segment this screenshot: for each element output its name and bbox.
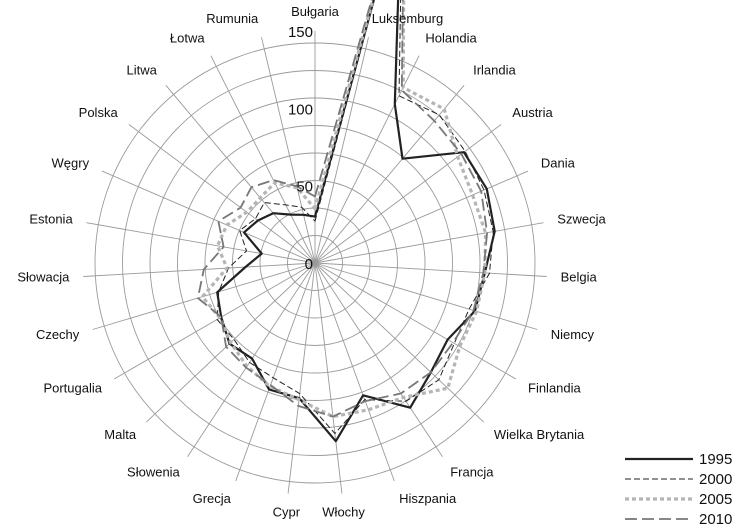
category-label: Włochy: [322, 504, 365, 519]
grid-spoke: [314, 85, 465, 264]
category-label: Szwecja: [557, 211, 606, 226]
grid-spoke: [83, 262, 316, 277]
series-line-2000: [216, 0, 494, 434]
grid-spoke: [314, 124, 502, 264]
grid-spoke: [314, 262, 343, 494]
category-label: Dania: [541, 156, 576, 171]
grid-spoke: [314, 262, 485, 423]
category-label: Finlandia: [528, 381, 582, 396]
grid-spoke: [128, 124, 316, 264]
category-label: Malta: [104, 427, 137, 442]
tick-labels: 0 50 100 150: [288, 24, 313, 273]
category-label: Cypr: [273, 504, 301, 519]
tick-label: 50: [296, 179, 313, 196]
category-label: Niemcy: [551, 327, 595, 342]
grid-spoke: [314, 222, 544, 264]
category-label: Portugalia: [43, 381, 102, 396]
grid-spoke: [314, 55, 420, 264]
grid-spoke: [314, 262, 547, 277]
series-line-2010: [196, 0, 489, 418]
category-label: Luksemburg: [372, 11, 444, 26]
tick-label: 0: [305, 256, 313, 273]
legend-label: 2010: [699, 511, 732, 528]
category-label: Grecja: [193, 491, 232, 506]
series-layer: [196, 0, 496, 443]
series-line-1995: [216, 0, 496, 443]
category-label: Polska: [79, 105, 119, 120]
grid-spoke: [187, 262, 316, 458]
category-label: Wielka Brytania: [494, 427, 585, 442]
grid-spoke: [314, 262, 517, 380]
grid-spoke: [314, 262, 395, 482]
grid-spoke: [235, 262, 316, 482]
category-label: Łotwa: [170, 31, 205, 46]
category-label: Węgry: [52, 156, 90, 171]
grid-spoke: [113, 262, 316, 380]
category-labels: Bułgaria Luksemburg Holandia Irlandia Austri…: [17, 4, 606, 519]
category-label: Hiszpania: [399, 491, 457, 506]
grid-spoke: [314, 37, 369, 264]
category-label: Estonia: [29, 211, 73, 226]
grid-spoke: [314, 262, 443, 458]
legend: 1995 2000 2005 2010: [625, 451, 732, 528]
grid-spoke: [314, 262, 538, 330]
grid-spoke: [287, 262, 316, 494]
legend-label: 2000: [699, 471, 732, 488]
series-line-2005: [200, 0, 488, 419]
grid-spoke: [101, 170, 316, 264]
legend-label: 1995: [699, 451, 732, 468]
category-label: Litwa: [127, 63, 158, 78]
category-label: Holandia: [425, 31, 477, 46]
category-label: Słowenia: [127, 465, 181, 480]
grid-spoke: [261, 37, 316, 264]
category-label: Czechy: [36, 327, 80, 342]
category-label: Irlandia: [473, 63, 516, 78]
grid-spoke: [210, 55, 316, 264]
category-label: Bułgaria: [291, 4, 339, 19]
category-label: Rumunia: [206, 11, 259, 26]
tick-label: 150: [288, 24, 313, 41]
category-label: Belgia: [561, 270, 598, 285]
grid-spoke: [165, 85, 316, 264]
grid-spoke: [314, 170, 529, 264]
category-label: Słowacja: [17, 270, 70, 285]
radar-grid: [83, 31, 547, 494]
grid-spoke: [86, 222, 316, 264]
category-label: Francja: [450, 465, 494, 480]
legend-label: 2005: [699, 491, 732, 508]
category-label: Austria: [512, 105, 553, 120]
tick-label: 100: [288, 101, 313, 118]
